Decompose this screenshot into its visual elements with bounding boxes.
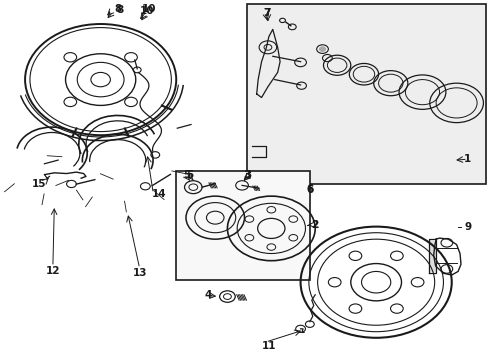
Text: 4: 4	[204, 291, 211, 301]
Text: 10: 10	[142, 4, 156, 14]
Circle shape	[319, 47, 325, 51]
Text: 9: 9	[463, 222, 470, 231]
Text: 1: 1	[463, 154, 470, 164]
Text: 8: 8	[116, 5, 123, 15]
Text: 6: 6	[306, 184, 313, 194]
Text: 3: 3	[244, 170, 251, 180]
Text: 5: 5	[186, 170, 193, 180]
Text: 15: 15	[31, 179, 46, 189]
Text: 3: 3	[243, 170, 250, 180]
Text: 12: 12	[45, 266, 60, 276]
Bar	[246, 4, 485, 184]
Text: 7: 7	[262, 8, 269, 18]
Text: 8: 8	[114, 4, 121, 14]
Text: 6: 6	[306, 185, 313, 195]
Text: 7: 7	[262, 8, 269, 18]
Text: 14: 14	[152, 189, 166, 199]
Text: 5: 5	[183, 170, 190, 180]
Text: 2: 2	[311, 220, 318, 230]
Bar	[176, 171, 310, 280]
Text: 11: 11	[261, 341, 276, 351]
Text: 13: 13	[132, 268, 146, 278]
Text: 2: 2	[311, 220, 318, 230]
Text: 10: 10	[140, 6, 154, 17]
